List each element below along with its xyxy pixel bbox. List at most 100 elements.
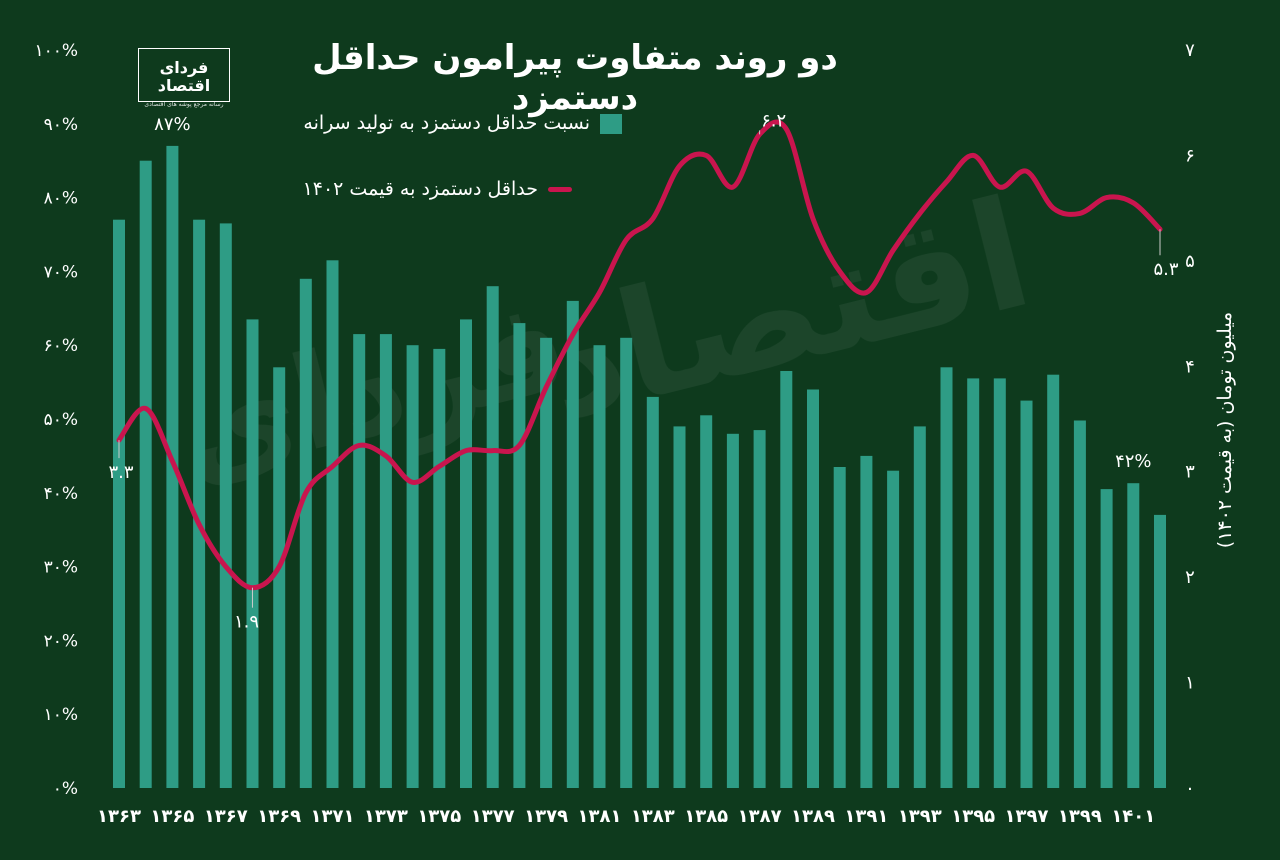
- bar: [326, 260, 339, 788]
- y-axis-left: ۰% ۱۰% ۲۰% ۳۰% ۴۰% ۵۰% ۶۰% ۷۰% ۸۰% ۹۰% ۱۰۰%: [34, 41, 78, 799]
- x-tick: ۱۳۸۹: [791, 806, 835, 827]
- x-tick: ۱۳۶۳: [97, 806, 141, 827]
- bar: [887, 470, 900, 788]
- x-axis: ۱۳۶۳ ۱۳۶۵ ۱۳۶۷ ۱۳۶۹ ۱۳۷۱ ۱۳۷۳ ۱۳۷۵ ۱۳۷۷ ۱۳۷۹ ۱۳۸۱…: [97, 806, 1155, 827]
- bar: [566, 300, 579, 788]
- annotation-leaders: [118, 130, 1161, 608]
- bar: [299, 278, 312, 788]
- x-tick: ۱۳۷۵: [417, 806, 461, 827]
- bar: [967, 378, 980, 788]
- bar: [513, 323, 526, 788]
- legend-label-line: حداقل دستمزد به قیمت ۱۴۰۲: [302, 178, 538, 200]
- legend-label-bars: نسبت حداقل دستمزد به تولید سرانه: [303, 112, 590, 134]
- bar: [1100, 489, 1113, 788]
- data-label: ۶.۲: [761, 110, 786, 131]
- y-left-tick: ۶۰%: [44, 336, 78, 356]
- legend-item-line: حداقل دستمزد به قیمت ۱۴۰۲: [272, 178, 572, 200]
- y-left-tick: ۸۰%: [44, 189, 78, 209]
- bar: [193, 219, 206, 788]
- logo-name: فردای اقتصاد: [157, 58, 211, 95]
- brand-logo: فردای اقتصاد رسانه مرجع پوشه های اقتصادی: [138, 48, 230, 108]
- bar: [753, 430, 766, 788]
- bar: [113, 219, 125, 788]
- bar: [273, 367, 286, 788]
- logo-tagline: رسانه مرجع پوشه های اقتصادی: [144, 101, 224, 108]
- x-tick: ۱۴۰۱: [1111, 806, 1155, 827]
- y-left-tick: ۱۰۰%: [34, 41, 78, 61]
- y-right-tick: ۷: [1185, 40, 1195, 61]
- y-left-tick: ۹۰%: [44, 115, 78, 135]
- y-right-tick: ۲: [1185, 567, 1195, 588]
- legend-swatch-line: [548, 187, 572, 192]
- y-right-tick: ۰: [1185, 778, 1195, 799]
- x-tick: ۱۳۷۷: [471, 806, 515, 827]
- data-label: ۸۷%: [154, 114, 190, 135]
- bar: [780, 371, 793, 788]
- data-label: ۴۲%: [1115, 451, 1151, 472]
- bar: [833, 467, 846, 788]
- bar: [1073, 420, 1086, 788]
- bar: [1020, 400, 1033, 788]
- y-axis-right: ۰ ۱ ۲ ۳ ۴ ۵ ۶ ۷: [1185, 40, 1195, 799]
- bar: [860, 455, 873, 788]
- x-tick: ۱۳۶۵: [150, 806, 194, 827]
- x-tick: ۱۳۸۳: [631, 806, 675, 827]
- bar: [993, 378, 1006, 788]
- bar: [1127, 483, 1140, 788]
- y-right-tick: ۱: [1185, 673, 1195, 694]
- bar: [700, 415, 713, 788]
- y-axis-right-label: میلیون تومان (به قیمت ۱۴۰۲): [1214, 311, 1236, 549]
- x-tick: ۱۳۹۷: [1005, 806, 1049, 827]
- bar: [673, 426, 686, 788]
- y-right-tick: ۴: [1185, 356, 1195, 377]
- bar: [1047, 374, 1060, 788]
- bar: [406, 345, 419, 788]
- x-tick: ۱۳۸۷: [738, 806, 782, 827]
- x-tick: ۱۳۶۹: [257, 806, 301, 827]
- x-tick: ۱۳۹۹: [1058, 806, 1102, 827]
- x-tick: ۱۳۷۹: [524, 806, 568, 827]
- bar: [433, 348, 446, 788]
- x-tick: ۱۳۷۳: [364, 806, 408, 827]
- x-tick: ۱۳۹۱: [844, 806, 888, 827]
- legend-swatch-bar: [600, 113, 622, 134]
- x-tick: ۱۳۸۵: [684, 806, 728, 827]
- y-right-tick: ۶: [1185, 145, 1195, 166]
- bar: [460, 319, 472, 788]
- x-tick: ۱۳۶۷: [204, 806, 248, 827]
- x-tick: ۱۳۹۵: [951, 806, 995, 827]
- bar: [379, 334, 392, 788]
- bar: [726, 433, 739, 788]
- bar: [646, 396, 659, 788]
- y-left-tick: ۷۰%: [44, 262, 78, 282]
- bar: [1154, 514, 1166, 788]
- bar: [540, 337, 553, 788]
- y-left-tick: ۵۰%: [44, 410, 78, 430]
- data-label: ۱.۹: [234, 612, 259, 633]
- y-left-tick: ۱۰%: [44, 705, 78, 725]
- bar: [139, 160, 152, 788]
- bar: [593, 345, 606, 788]
- bar: [620, 337, 633, 788]
- line-series: [116, 119, 1163, 591]
- bar-series: [113, 145, 1166, 788]
- data-label: ۵.۳: [1153, 259, 1178, 280]
- legend-item-bars: نسبت حداقل دستمزد به تولید سرانه: [272, 112, 622, 134]
- bar: [807, 389, 819, 788]
- y-left-tick: ۳۰%: [44, 558, 78, 578]
- y-left-tick: ۴۰%: [44, 484, 78, 504]
- x-tick: ۱۳۸۱: [578, 806, 622, 827]
- y-right-tick: ۵: [1185, 251, 1195, 272]
- bar: [913, 426, 926, 788]
- bar: [486, 286, 499, 788]
- bar: [246, 319, 259, 788]
- y-right-tick: ۳: [1185, 462, 1195, 483]
- y-left-tick: ۲۰%: [44, 631, 78, 651]
- chart-title: دو روند متفاوت پیرامون حداقل دستمزد: [312, 38, 838, 118]
- bar: [219, 223, 232, 788]
- bar: [353, 334, 366, 788]
- x-tick: ۱۳۷۱: [311, 806, 355, 827]
- x-tick: ۱۳۹۳: [898, 806, 942, 827]
- y-left-tick: ۰%: [53, 779, 78, 799]
